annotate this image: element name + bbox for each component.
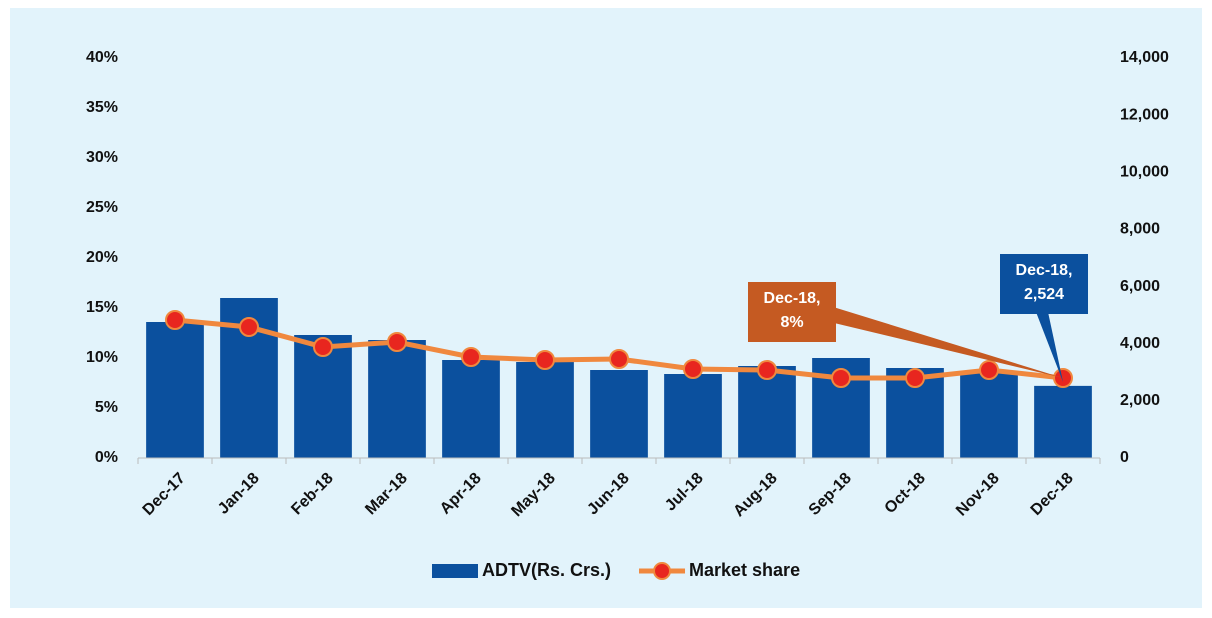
y2-tick-label: 0 xyxy=(1120,449,1129,466)
y2-tick-label: 2,000 xyxy=(1120,392,1160,409)
annotation-box xyxy=(748,282,836,342)
annotation-pointer xyxy=(830,306,1063,378)
annotation-text: 2,524 xyxy=(1024,286,1064,303)
bar xyxy=(590,370,648,458)
annotation-text: Dec-18, xyxy=(1016,262,1073,279)
marker xyxy=(609,349,629,369)
y-tick-label: 35% xyxy=(86,99,118,116)
y2-tick-label: 4,000 xyxy=(1120,335,1160,352)
annotation-text: 8% xyxy=(780,314,803,331)
marker xyxy=(831,368,851,388)
y2-tick-label: 14,000 xyxy=(1120,49,1169,66)
bar xyxy=(442,360,500,458)
annotation-pointer xyxy=(1036,312,1063,382)
bar xyxy=(516,362,574,458)
marker xyxy=(683,359,703,379)
bar xyxy=(1034,385,1092,458)
legend-swatch xyxy=(432,564,478,578)
y-tick-label: 20% xyxy=(86,249,118,266)
y-tick-label: 15% xyxy=(86,299,118,316)
marker xyxy=(387,332,407,352)
marker xyxy=(979,360,999,380)
marker xyxy=(905,368,925,388)
legend-label: Market share xyxy=(689,560,800,580)
y-tick-label: 0% xyxy=(95,449,118,466)
legend-swatch xyxy=(653,562,672,580)
marker xyxy=(239,317,259,337)
y2-tick-label: 12,000 xyxy=(1120,106,1169,123)
y-tick-label: 30% xyxy=(86,149,118,166)
bar xyxy=(146,322,204,458)
y2-tick-label: 10,000 xyxy=(1120,164,1169,181)
legend-label: ADTV(Rs. Crs.) xyxy=(482,560,611,580)
marker xyxy=(165,310,185,330)
annotation-box xyxy=(1000,254,1088,314)
bar xyxy=(664,374,722,458)
y-tick-label: 10% xyxy=(86,349,118,366)
marker xyxy=(313,337,333,357)
y-tick-label: 40% xyxy=(86,49,118,66)
marker xyxy=(535,350,555,370)
bar xyxy=(368,340,426,458)
annotation-text: Dec-18, xyxy=(764,290,821,307)
marker xyxy=(461,347,481,367)
y2-tick-label: 6,000 xyxy=(1120,278,1160,295)
bar xyxy=(738,366,796,458)
marker xyxy=(757,360,777,380)
y-tick-label: 5% xyxy=(95,399,118,416)
y2-tick-label: 8,000 xyxy=(1120,221,1160,238)
bar xyxy=(960,372,1018,458)
y-tick-label: 25% xyxy=(86,199,118,216)
